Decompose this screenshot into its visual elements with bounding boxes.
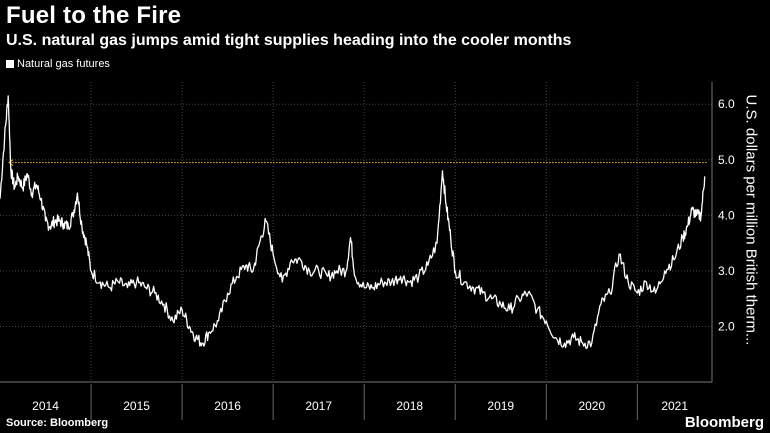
x-tick-label: 2021 (661, 399, 688, 413)
y-tick-label: 5.0 (718, 153, 735, 167)
x-tick-label: 2016 (214, 399, 241, 413)
legend-label: Natural gas futures (17, 58, 110, 70)
chart-title: Fuel to the Fire (6, 2, 182, 29)
chart-subtitle: U.S. natural gas jumps amid tight suppli… (6, 32, 572, 49)
y-tick-label: 6.0 (718, 97, 735, 111)
legend: Natural gas futures (6, 58, 110, 70)
series-line-natural-gas-futures (0, 95, 706, 350)
y-tick-label: 2.0 (718, 319, 735, 333)
y-tick-label: 4.0 (718, 208, 735, 222)
source-note: Source: Bloomberg (6, 417, 109, 429)
x-tick-label: 2019 (487, 399, 514, 413)
y-axis-label: U.S. dollars per million British therm..… (742, 94, 760, 346)
reference-arrow (8, 159, 14, 166)
bloomberg-logo: Bloomberg (684, 414, 764, 431)
x-tick-label: 2014 (32, 399, 59, 413)
x-tick-label: 2017 (305, 399, 332, 413)
x-tick-label: 2018 (396, 399, 423, 413)
legend-swatch (6, 60, 14, 68)
y-tick-label: 3.0 (718, 264, 735, 278)
x-tick-label: 2020 (578, 399, 605, 413)
x-tick-label: 2015 (123, 399, 150, 413)
